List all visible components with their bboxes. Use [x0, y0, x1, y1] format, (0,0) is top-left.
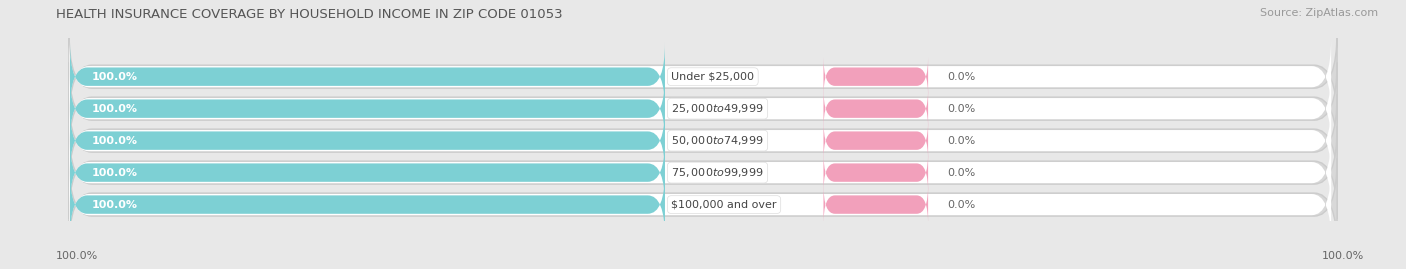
FancyBboxPatch shape — [69, 134, 1331, 211]
FancyBboxPatch shape — [69, 166, 1331, 243]
Text: $50,000 to $74,999: $50,000 to $74,999 — [671, 134, 763, 147]
Text: 0.0%: 0.0% — [948, 72, 976, 82]
Legend: With Coverage, Without Coverage: With Coverage, Without Coverage — [579, 266, 827, 269]
Text: Under $25,000: Under $25,000 — [671, 72, 754, 82]
Text: 100.0%: 100.0% — [56, 251, 98, 261]
FancyBboxPatch shape — [70, 75, 665, 143]
Text: Source: ZipAtlas.com: Source: ZipAtlas.com — [1260, 8, 1378, 18]
Text: 100.0%: 100.0% — [1322, 251, 1364, 261]
FancyBboxPatch shape — [824, 57, 928, 96]
FancyBboxPatch shape — [69, 63, 1337, 155]
Text: 100.0%: 100.0% — [91, 200, 138, 210]
Text: 0.0%: 0.0% — [948, 168, 976, 178]
Text: 100.0%: 100.0% — [91, 72, 138, 82]
FancyBboxPatch shape — [824, 153, 928, 192]
Text: 100.0%: 100.0% — [91, 104, 138, 114]
FancyBboxPatch shape — [69, 158, 1337, 251]
Text: 0.0%: 0.0% — [948, 200, 976, 210]
FancyBboxPatch shape — [69, 70, 1331, 147]
Text: $100,000 and over: $100,000 and over — [671, 200, 776, 210]
FancyBboxPatch shape — [69, 95, 1337, 187]
FancyBboxPatch shape — [824, 89, 928, 128]
FancyBboxPatch shape — [69, 102, 1331, 179]
Text: 100.0%: 100.0% — [91, 136, 138, 146]
Text: $75,000 to $99,999: $75,000 to $99,999 — [671, 166, 763, 179]
FancyBboxPatch shape — [69, 38, 1331, 115]
FancyBboxPatch shape — [69, 31, 1337, 123]
FancyBboxPatch shape — [824, 185, 928, 224]
FancyBboxPatch shape — [70, 43, 665, 111]
FancyBboxPatch shape — [70, 139, 665, 207]
FancyBboxPatch shape — [69, 126, 1337, 219]
Text: 100.0%: 100.0% — [91, 168, 138, 178]
FancyBboxPatch shape — [70, 171, 665, 239]
FancyBboxPatch shape — [824, 121, 928, 160]
Text: $25,000 to $49,999: $25,000 to $49,999 — [671, 102, 763, 115]
Text: HEALTH INSURANCE COVERAGE BY HOUSEHOLD INCOME IN ZIP CODE 01053: HEALTH INSURANCE COVERAGE BY HOUSEHOLD I… — [56, 8, 562, 21]
Text: 0.0%: 0.0% — [948, 136, 976, 146]
FancyBboxPatch shape — [70, 107, 665, 175]
Text: 0.0%: 0.0% — [948, 104, 976, 114]
